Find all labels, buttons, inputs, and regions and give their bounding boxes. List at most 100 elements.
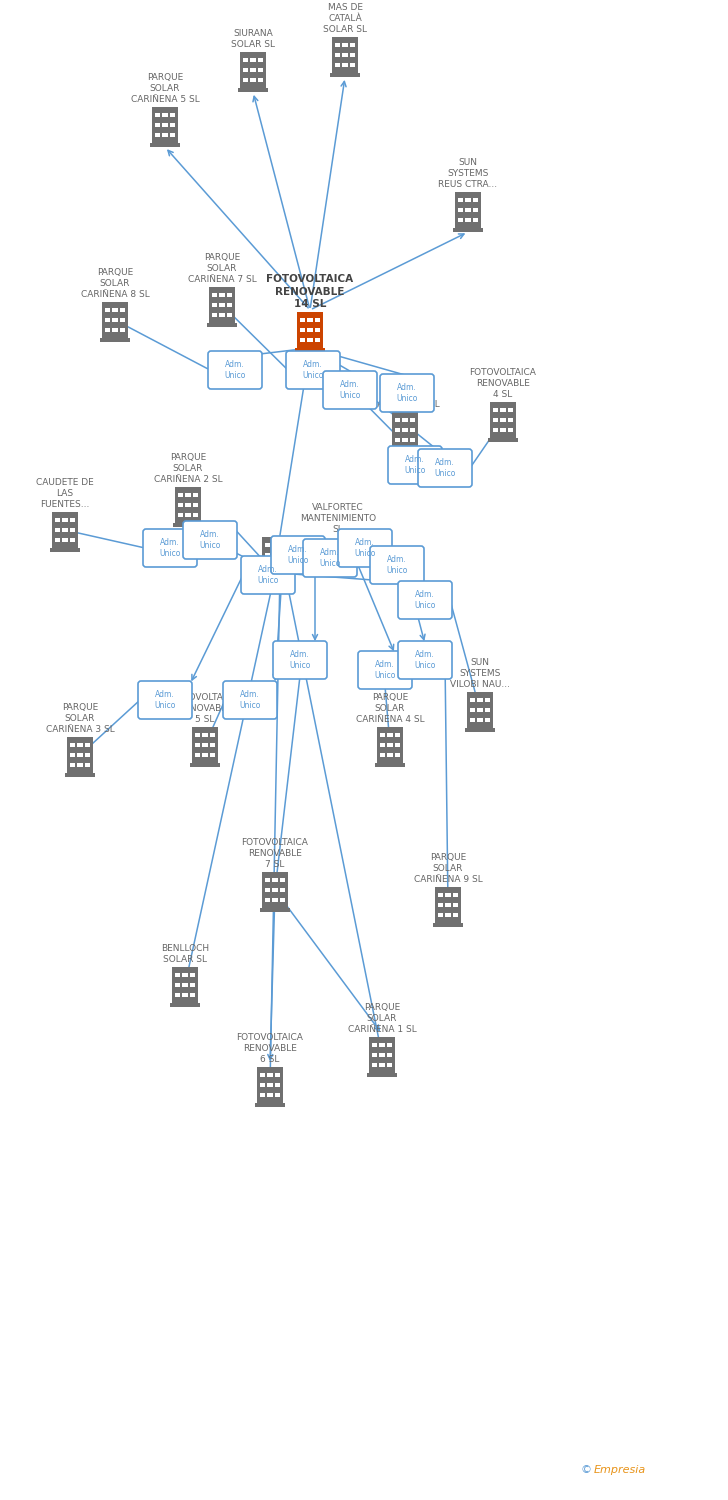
Bar [307, 338, 312, 342]
Bar [154, 132, 160, 138]
Bar [470, 698, 475, 702]
Bar [470, 708, 475, 712]
FancyBboxPatch shape [138, 681, 192, 718]
Bar [267, 1083, 272, 1088]
Bar [85, 762, 90, 768]
Text: Adm.
Unico: Adm. Unico [302, 360, 324, 380]
Bar [467, 692, 493, 728]
Bar [240, 53, 266, 88]
FancyBboxPatch shape [303, 538, 357, 578]
Bar [190, 972, 195, 978]
Bar [162, 132, 167, 138]
Bar [183, 993, 188, 998]
Bar [395, 742, 400, 747]
Bar [297, 312, 323, 348]
Bar [371, 1062, 377, 1068]
Bar [192, 728, 218, 764]
Bar [260, 1083, 265, 1088]
Bar [465, 728, 495, 732]
Bar [242, 57, 248, 63]
Bar [395, 753, 400, 758]
Bar [55, 528, 60, 532]
Bar [485, 698, 491, 702]
Bar [300, 318, 305, 322]
FancyBboxPatch shape [241, 556, 295, 594]
Bar [446, 892, 451, 897]
Bar [342, 63, 347, 68]
FancyBboxPatch shape [143, 530, 197, 567]
Bar [280, 552, 285, 558]
Bar [120, 308, 125, 312]
Bar [152, 106, 178, 142]
Bar [300, 327, 305, 333]
Bar [490, 402, 516, 438]
Bar [260, 1072, 265, 1077]
Bar [154, 123, 160, 128]
Bar [395, 427, 400, 432]
Bar [120, 318, 125, 322]
Text: FOTOVOLTAICA
RENOVABLE
4 SL: FOTOVOLTAICA RENOVABLE 4 SL [470, 368, 537, 399]
Bar [194, 742, 199, 747]
Bar [280, 888, 285, 892]
Bar [264, 888, 270, 892]
Text: Adm.
Unico: Adm. Unico [414, 591, 435, 609]
FancyBboxPatch shape [380, 374, 434, 413]
Bar [257, 1066, 283, 1102]
Bar [446, 912, 451, 918]
Bar [70, 528, 76, 532]
Bar [85, 753, 90, 758]
Bar [154, 112, 160, 117]
Bar [395, 438, 400, 442]
Bar [264, 543, 270, 548]
Bar [379, 742, 385, 747]
Bar [207, 322, 237, 327]
Bar [280, 897, 285, 903]
Bar [70, 518, 76, 522]
Bar [458, 198, 463, 202]
Text: PARQUE
SOLAR
CARIÑENA 5 SL: PARQUE SOLAR CARIÑENA 5 SL [130, 74, 199, 104]
FancyBboxPatch shape [358, 651, 412, 688]
Bar [219, 312, 225, 318]
Bar [162, 123, 167, 128]
Bar [260, 1092, 265, 1098]
Bar [478, 717, 483, 723]
Bar [193, 513, 199, 517]
Bar [488, 438, 518, 442]
Text: FOTOVOLTAICA
RENOVABLE
6 SL: FOTOVOLTAICA RENOVABLE 6 SL [237, 1034, 304, 1064]
Bar [342, 42, 347, 48]
Bar [194, 732, 199, 738]
Bar [209, 286, 235, 322]
Bar [367, 1072, 397, 1077]
Bar [52, 512, 78, 548]
Text: FOTOVOLTAICA
RENOVABLE
7 SL: FOTOVOLTAICA RENOVABLE 7 SL [242, 839, 309, 868]
Bar [403, 427, 408, 432]
Bar [403, 417, 408, 423]
Bar [175, 972, 180, 978]
Bar [63, 528, 68, 532]
FancyBboxPatch shape [323, 370, 377, 410]
Bar [202, 732, 207, 738]
Bar [202, 742, 207, 747]
Bar [458, 217, 463, 222]
Bar [465, 207, 470, 213]
Bar [387, 753, 392, 758]
FancyBboxPatch shape [398, 580, 452, 620]
Bar [194, 753, 199, 758]
Text: Adm.
Unico: Adm. Unico [404, 456, 426, 474]
Text: Adm.
Unico: Adm. Unico [224, 360, 245, 380]
Bar [280, 562, 285, 567]
Bar [315, 327, 320, 333]
Bar [186, 503, 191, 507]
Text: PARQUE
SOLAR
CARIÑENA 9 SL: PARQUE SOLAR CARIÑENA 9 SL [414, 853, 483, 883]
Bar [307, 318, 312, 322]
Bar [379, 1062, 384, 1068]
Bar [387, 732, 392, 738]
Bar [275, 1072, 280, 1077]
Text: FOTOVOLTAICA
RENOVABLE
5 SL: FOTOVOLTAICA RENOVABLE 5 SL [172, 693, 239, 724]
Bar [183, 972, 188, 978]
Bar [65, 772, 95, 777]
Bar [242, 78, 248, 82]
Bar [219, 292, 225, 297]
Bar [178, 513, 183, 517]
Text: SUN
SYSTEMS
VILOBI NAU...: SUN SYSTEMS VILOBI NAU... [450, 658, 510, 688]
